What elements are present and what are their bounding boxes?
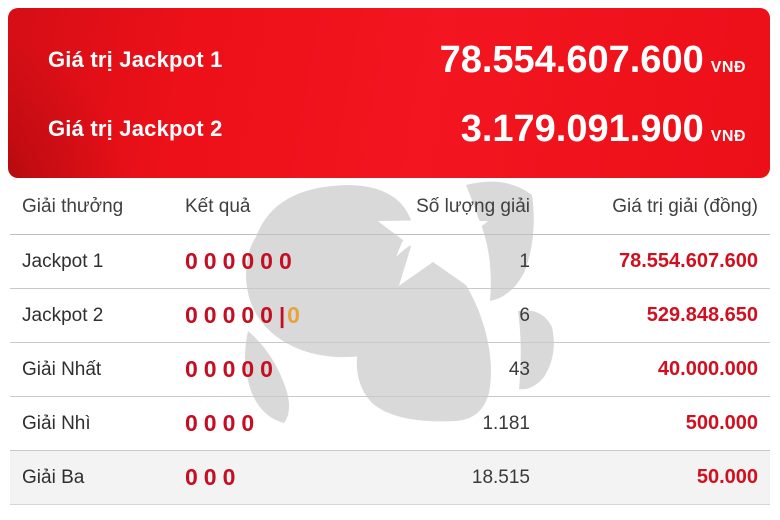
prize-value: 40.000.000 <box>657 358 758 380</box>
prize-count: 43 <box>508 358 530 380</box>
result-main: 00000 <box>185 302 279 328</box>
table-row-jackpot1: Jackpot 1 000000 1 78.554.607.600 <box>10 235 770 289</box>
result-bonus: 0 <box>287 302 306 328</box>
prize-value: 78.554.607.600 <box>618 250 758 272</box>
jackpot2-value: 3.179.091.900 <box>460 107 704 150</box>
result-numbers: 00000 <box>185 356 397 383</box>
table-row-jackpot2: Jackpot 2 00000|0 6 529.848.650 <box>10 289 770 343</box>
prize-name: Giải Ba <box>22 466 85 488</box>
jackpot1-value: 78.554.607.600 <box>439 38 704 81</box>
prize-name: Jackpot 1 <box>22 250 104 272</box>
col-header-value: Giá trị giải (đồng) <box>612 196 758 217</box>
table-header-row: Giải thưởng Kết quả Số lượng giải Giá tr… <box>10 180 770 235</box>
prize-count: 1 <box>519 250 530 272</box>
jackpot2-currency: VNĐ <box>710 127 746 145</box>
prize-value: 529.848.650 <box>646 304 758 326</box>
jackpot-banner: Giá trị Jackpot 1 78.554.607.600 VNĐ Giá… <box>8 8 770 178</box>
jackpot1-value-group: 78.554.607.600 VNĐ <box>440 39 746 82</box>
results-table: Giải thưởng Kết quả Số lượng giải Giá tr… <box>10 180 770 505</box>
jackpot1-currency: VNĐ <box>710 58 746 76</box>
table-row-giai-nhat: Giải Nhất 00000 43 40.000.000 <box>10 343 770 397</box>
col-header-count: Số lượng giải <box>416 196 530 217</box>
jackpot2-value-group: 3.179.091.900 VNĐ <box>461 108 746 151</box>
result-numbers: 000000 <box>185 248 397 275</box>
prize-name: Giải Nhất <box>22 358 102 380</box>
jackpot1-label: Giá trị Jackpot 1 <box>48 47 223 72</box>
jackpot2-row: Giá trị Jackpot 2 3.179.091.900 VNĐ <box>48 100 746 158</box>
jackpot1-row: Giá trị Jackpot 1 78.554.607.600 VNĐ <box>48 31 746 89</box>
table-row-giai-nhi: Giải Nhì 0000 1.181 500.000 <box>10 397 770 451</box>
prize-count: 6 <box>519 304 530 326</box>
prize-name: Jackpot 2 <box>22 304 104 326</box>
prize-value: 50.000 <box>696 466 758 488</box>
result-separator: | <box>278 303 288 328</box>
result-numbers: 00000|0 <box>185 302 397 329</box>
result-main: 000000 <box>185 248 298 274</box>
col-header-prize: Giải thưởng <box>22 196 124 217</box>
prize-name: Giải Nhì <box>22 412 91 434</box>
result-main: 0000 <box>185 410 261 436</box>
prize-count: 1.181 <box>482 412 530 434</box>
result-main: 00000 <box>185 356 279 382</box>
prize-value: 500.000 <box>685 412 758 434</box>
result-numbers: 0000 <box>185 410 397 437</box>
col-header-result: Kết quả <box>185 196 251 217</box>
result-numbers: 000 <box>185 464 397 491</box>
result-main: 000 <box>185 464 242 490</box>
table-row-giai-ba: Giải Ba 000 18.515 50.000 <box>10 451 770 505</box>
prize-count: 18.515 <box>471 466 530 488</box>
jackpot2-label: Giá trị Jackpot 2 <box>48 116 223 141</box>
